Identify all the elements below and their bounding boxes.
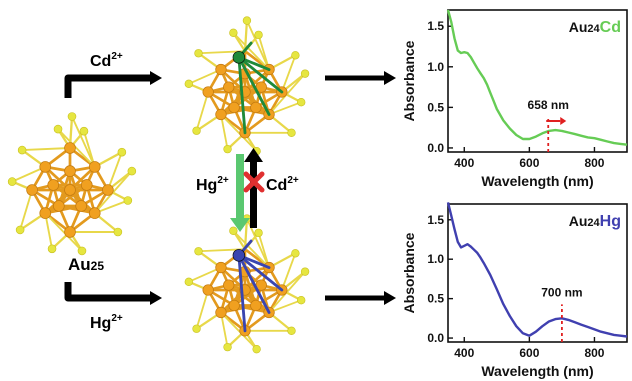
cd-reaction-arrow <box>64 74 150 98</box>
cd-exchange-arrowhead <box>244 148 263 162</box>
peak-annotation: 700 nm <box>541 285 582 299</box>
peak-annotation: 658 nm <box>528 98 569 112</box>
plot-frame <box>447 9 628 153</box>
chart-title: Au24Hg <box>569 213 621 230</box>
y-tick-label: 0.0 <box>427 141 444 155</box>
hg-exchange-label: Hg2+ <box>196 175 229 194</box>
x-tick-label: 400 <box>454 346 474 360</box>
x-tick-label: 600 <box>519 346 539 360</box>
au24cd-spectrum-chart: 400 600 800 0.0 0.5 1.0 1.5 Wavelength (nm) Abso… <box>401 9 628 189</box>
x-tick-label: 800 <box>584 346 604 360</box>
au24hg-cluster <box>184 214 310 354</box>
cd-exchange-arrow-shaft <box>250 160 257 228</box>
absorbance-curve <box>446 202 628 338</box>
y-tick-label: 0.5 <box>427 100 444 114</box>
plot-frame <box>447 203 628 343</box>
to-spectrum-top-arrowhead <box>384 71 396 85</box>
to-spectrum-bottom-arrowhead <box>384 291 396 305</box>
hg-reagent-label: Hg2+ <box>90 313 123 332</box>
hg-exchange-arrow-shaft <box>236 154 244 220</box>
cd-exchange-label: Cd2+ <box>266 175 299 194</box>
hg-reaction-arrowhead <box>150 291 162 305</box>
hg-reaction-arrow <box>64 282 150 302</box>
redshift-arrowhead <box>560 117 567 125</box>
hg-exchange-arrowhead <box>230 218 250 232</box>
x-tick-label: 800 <box>584 156 604 170</box>
y-tick-label: 1.0 <box>427 60 444 74</box>
au25-cluster <box>7 112 137 256</box>
y-tick-label: 0.5 <box>427 292 444 306</box>
au25-label: Au25 <box>68 255 104 274</box>
y-tick-label: 0.0 <box>427 331 444 345</box>
x-tick-label: 600 <box>519 156 539 170</box>
y-axis-title: Absorbance <box>401 40 417 121</box>
x-axis-title: Wavelength (nm) <box>481 363 593 379</box>
blocked-cross-icon <box>243 171 265 193</box>
y-tick-label: 1.5 <box>427 19 444 33</box>
cd-reagent-label: Cd2+ <box>90 51 123 70</box>
x-axis-title: Wavelength (nm) <box>481 173 593 189</box>
absorbance-curve <box>446 9 628 146</box>
au24hg-spectrum-chart: 400 600 800 0.0 0.5 1.0 1.5 Wavelength (nm) Abso… <box>401 202 628 379</box>
cd-reaction-arrowhead <box>150 71 162 85</box>
x-tick-label: 400 <box>454 156 474 170</box>
y-tick-label: 1.0 <box>427 252 444 266</box>
y-tick-label: 1.5 <box>427 213 444 227</box>
y-axis-title: Absorbance <box>401 232 417 313</box>
au24cd-cluster <box>184 16 310 156</box>
chart-title: Au24Cd <box>569 19 621 36</box>
